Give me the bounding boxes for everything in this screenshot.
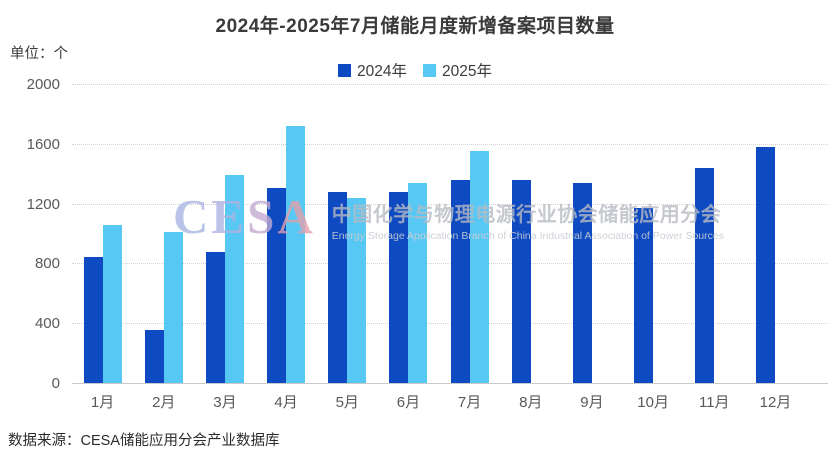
legend-label-2024: 2024年	[357, 63, 407, 80]
y-tick-label-2000: 2000	[26, 76, 60, 93]
x-tick-label-9月: 9月	[580, 394, 604, 411]
bar-2024年-2月	[144, 329, 164, 383]
x-tick-label-10月: 10月	[637, 394, 669, 411]
y-tick-label-400: 400	[34, 315, 60, 333]
bar-2024年-3月	[205, 252, 225, 383]
legend-swatch-2025-icon	[423, 63, 436, 77]
bar-2025年-4月	[286, 125, 306, 383]
gridline-400	[72, 323, 828, 325]
gridline-1200	[72, 203, 828, 205]
x-tick-label-12月: 12月	[759, 394, 792, 411]
bar-2024年-4月	[267, 187, 287, 383]
chart-title: 2024年-2025年7月储能月度新增备案项目数量	[215, 16, 615, 37]
legend-swatch-2024-icon	[338, 63, 352, 77]
x-tick-label-1月: 1月	[90, 394, 115, 411]
bar-2025年-7月	[469, 150, 489, 383]
bar-2024年-8月	[511, 180, 531, 383]
bar-2025年-5月	[347, 198, 367, 383]
y-tick-label-1200: 1200	[26, 195, 60, 213]
legend-item-2024: 2024年	[338, 59, 407, 81]
bar-2024年-7月	[450, 179, 470, 383]
bar-2024年-10月	[634, 208, 654, 383]
x-tick-label-11月: 11月	[698, 394, 730, 411]
bar-2024年-5月	[328, 191, 348, 383]
gridline-2000	[72, 84, 828, 85]
data-source: 数据来源：CESA储能应用分会产业数据库	[8, 433, 280, 449]
x-tick-label-8月: 8月	[519, 394, 543, 411]
bar-2025年-2月	[163, 232, 183, 383]
bar-2024年-11月	[695, 167, 715, 383]
bar-2024年-12月	[756, 146, 776, 383]
y-tick-label-0: 0	[51, 375, 60, 392]
bar-2025年-1月	[102, 224, 122, 383]
x-tick-label-5月: 5月	[335, 394, 359, 411]
x-tick-label-3月: 3月	[213, 394, 237, 411]
bar-2025年-3月	[224, 175, 244, 383]
legend-label-2025: 2025年	[442, 63, 492, 80]
y-tick-label-1600: 1600	[26, 135, 60, 153]
unit-label: 单位：个	[10, 46, 68, 62]
y-tick-label-800: 800	[34, 255, 60, 273]
x-tick-label-2月: 2月	[152, 394, 176, 411]
bar-2024年-6月	[389, 192, 409, 383]
x-tick-label-6月: 6月	[396, 394, 421, 411]
bar-2025年-6月	[408, 182, 428, 383]
gridline-0	[72, 383, 828, 384]
gridline-1600	[72, 143, 828, 145]
bar-2024年-1月	[83, 257, 103, 383]
x-tick-label-4月: 4月	[274, 394, 298, 411]
gridline-800	[72, 263, 828, 265]
bar-2024年-9月	[572, 182, 592, 383]
legend: 2024年 2025年	[0, 59, 830, 81]
x-tick-label-7月: 7月	[457, 394, 482, 411]
legend-item-2025: 2025年	[423, 59, 492, 81]
